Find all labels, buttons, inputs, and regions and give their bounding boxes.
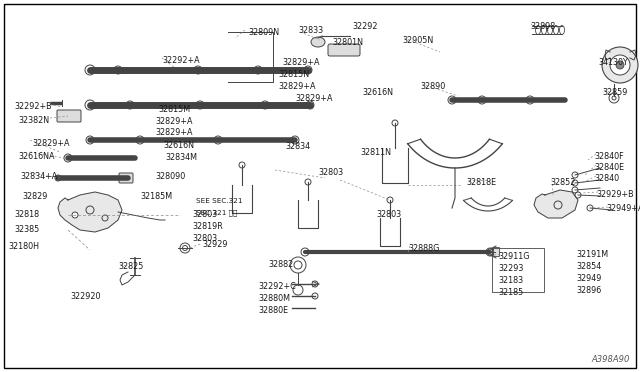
Circle shape [116, 68, 120, 72]
Text: 32616N: 32616N [362, 88, 393, 97]
Text: 32890: 32890 [420, 82, 445, 91]
Text: 32191M: 32191M [576, 250, 608, 259]
Text: 32880E: 32880E [258, 306, 288, 315]
Text: 32185: 32185 [498, 288, 524, 297]
Circle shape [610, 55, 630, 75]
Text: 32829+A: 32829+A [155, 117, 193, 126]
Text: A398A90: A398A90 [591, 355, 630, 364]
Text: 32292+C: 32292+C [258, 282, 296, 291]
Text: 32829+A: 32829+A [278, 82, 316, 91]
Text: 32809N: 32809N [248, 28, 279, 37]
Polygon shape [58, 192, 122, 232]
Text: 32840F: 32840F [594, 152, 623, 161]
Text: 32859: 32859 [602, 88, 627, 97]
Text: 32292+A: 32292+A [162, 56, 200, 65]
Text: 32840E: 32840E [594, 163, 624, 172]
Text: 32880M: 32880M [258, 294, 290, 303]
Text: 32616NA: 32616NA [18, 152, 54, 161]
Text: 32811N: 32811N [360, 148, 391, 157]
Text: 32898: 32898 [530, 22, 556, 31]
Text: 32803: 32803 [192, 234, 217, 243]
Text: 32829+A: 32829+A [155, 128, 193, 137]
Text: 32834M: 32834M [165, 153, 197, 162]
Text: 32829+A: 32829+A [295, 94, 333, 103]
Text: 32183: 32183 [498, 276, 523, 285]
Text: 32829: 32829 [22, 192, 47, 201]
Text: 32815N: 32815N [278, 70, 309, 79]
Bar [492, 248, 544, 292]
Text: 32819R: 32819R [192, 222, 223, 231]
Text: 32852: 32852 [550, 178, 575, 187]
Text: 32825: 32825 [118, 262, 143, 271]
Text: 32818E: 32818E [466, 178, 496, 187]
Text: 32840: 32840 [594, 174, 619, 183]
Text: 32905N: 32905N [402, 36, 433, 45]
Circle shape [196, 68, 200, 72]
Text: 32829+A: 32829+A [282, 58, 319, 67]
Text: 32803: 32803 [192, 210, 217, 219]
Circle shape [182, 246, 188, 250]
Text: 32896: 32896 [576, 286, 601, 295]
Polygon shape [534, 190, 578, 218]
FancyBboxPatch shape [119, 173, 133, 183]
Text: 32293: 32293 [498, 264, 524, 273]
Text: 32949: 32949 [576, 274, 602, 283]
Text: 32803: 32803 [376, 210, 401, 219]
Circle shape [602, 47, 638, 83]
Text: 32833: 32833 [298, 26, 323, 35]
Text: 32834: 32834 [285, 142, 310, 151]
Circle shape [216, 138, 220, 142]
Text: 32929: 32929 [202, 240, 227, 249]
Circle shape [72, 212, 78, 218]
Text: 32829+A: 32829+A [32, 139, 70, 148]
Ellipse shape [311, 37, 325, 47]
Text: 32292+B: 32292+B [14, 102, 52, 111]
Text: 32929+B: 32929+B [596, 190, 634, 199]
Text: SEE SEC.321: SEE SEC.321 [196, 198, 243, 204]
Text: 322920: 322920 [70, 292, 100, 301]
Text: 328090: 328090 [155, 172, 185, 181]
Text: 32882: 32882 [268, 260, 293, 269]
Text: 32854: 32854 [576, 262, 601, 271]
Text: 32815M: 32815M [158, 105, 190, 114]
FancyBboxPatch shape [57, 110, 81, 122]
Text: 32834+A: 32834+A [20, 172, 57, 181]
Text: 32385: 32385 [14, 225, 39, 234]
Text: 32818: 32818 [14, 210, 39, 219]
Text: 32803: 32803 [318, 168, 343, 177]
Text: 32382N: 32382N [18, 116, 49, 125]
Circle shape [480, 98, 484, 102]
Circle shape [128, 103, 132, 107]
FancyBboxPatch shape [328, 44, 360, 56]
Text: 32292: 32292 [352, 22, 378, 31]
Circle shape [198, 103, 202, 107]
Text: 32949+A: 32949+A [606, 204, 640, 213]
Circle shape [612, 96, 616, 100]
Text: 32616N: 32616N [163, 141, 194, 150]
Text: 32180H: 32180H [8, 242, 39, 251]
Text: 32185M: 32185M [140, 192, 172, 201]
Text: 34130Y: 34130Y [598, 58, 628, 67]
FancyBboxPatch shape [493, 247, 499, 257]
Text: 32888G: 32888G [408, 244, 440, 253]
Circle shape [616, 61, 624, 69]
Circle shape [294, 261, 302, 269]
Text: 32911G: 32911G [498, 252, 529, 261]
Text: SEC.321 圖図: SEC.321 圖図 [196, 209, 237, 216]
Text: 32801N: 32801N [332, 38, 363, 47]
